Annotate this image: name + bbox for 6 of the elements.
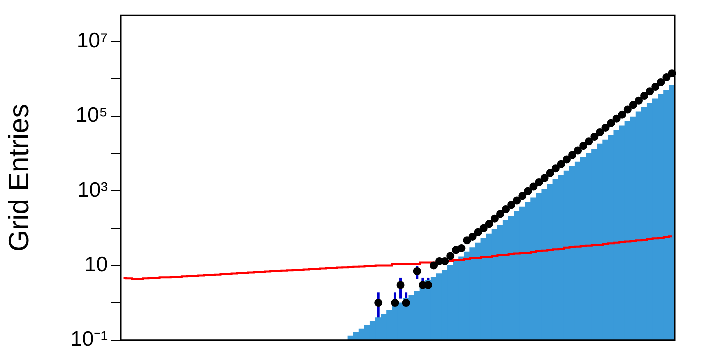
- y-tick-label: 10⁷: [77, 29, 108, 52]
- y-tick-label: 10⁻¹: [70, 328, 108, 352]
- y-tick-label: 10³: [78, 178, 108, 202]
- y-tick-label: 10⁵: [76, 104, 108, 128]
- y-axis-title: Grid Entries: [4, 104, 35, 252]
- y-tick-label: 10: [84, 254, 108, 277]
